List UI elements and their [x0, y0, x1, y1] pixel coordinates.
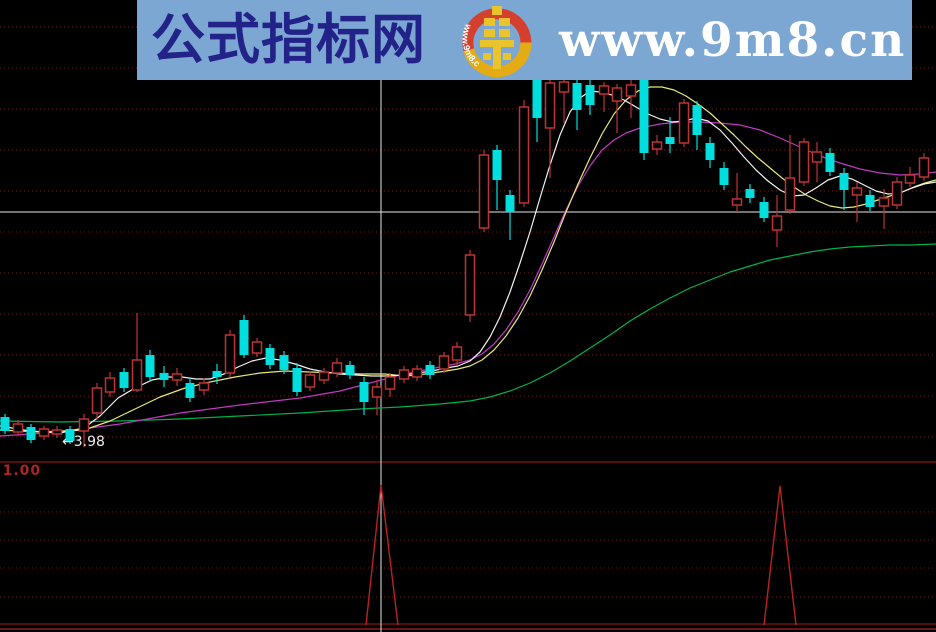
logo-glyph: [480, 6, 514, 69]
site-title: 公式指标网: [151, 8, 426, 71]
svg-text:www.9m8.cn: www.9m8.cn: [459, 1, 482, 69]
site-url: www.9m8.cn: [559, 12, 907, 68]
price-annotation: ←3.98: [62, 434, 105, 450]
site-logo-coin-icon: www.9m8.cn: [459, 1, 532, 78]
header-banner: 公式指标网 www.9m8.cn www.9m8.cn: [137, 0, 912, 80]
logo-curved-text: www.9m8.cn: [459, 1, 482, 69]
logo-ring-gold: [463, 42, 532, 78]
indicator-value-label: :1.00: [0, 463, 42, 479]
